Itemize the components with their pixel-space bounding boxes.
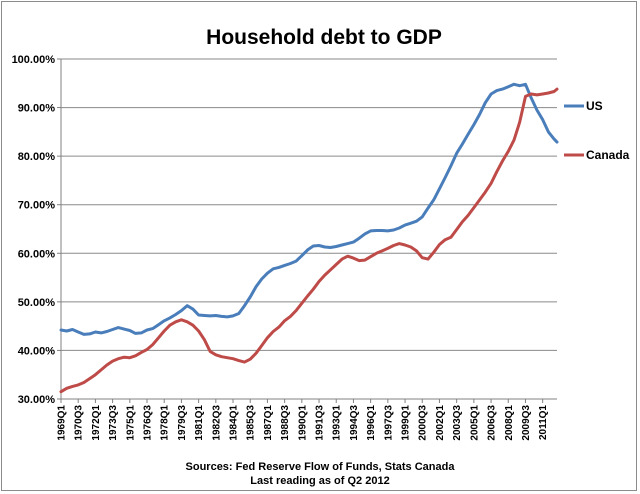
x-tick-label: 1981Q1 [194, 405, 205, 441]
x-tick-label: 2008Q1 [504, 405, 515, 441]
y-tick-label: 30.00% [18, 394, 56, 406]
y-tick-label: 40.00% [18, 345, 56, 357]
source-note: Sources: Fed Reserve Flow of Funds, Stat… [186, 461, 456, 473]
x-tick-label: 1978Q1 [160, 405, 171, 441]
series-lines [59, 82, 559, 394]
x-tick-label: 1994Q3 [349, 405, 360, 441]
legend: US Canada [564, 99, 630, 162]
x-tick-label: 1987Q1 [263, 405, 274, 441]
x-tick-label: 2005Q1 [469, 405, 480, 441]
x-tick-label: 1985Q3 [246, 405, 257, 441]
y-tick-label: 70.00% [18, 200, 56, 212]
series-line-us [59, 82, 559, 336]
x-tick-label: 1970Q3 [74, 405, 85, 441]
x-tick-label: 1988Q3 [280, 405, 291, 441]
x-tick-label: 2006Q3 [487, 405, 498, 441]
y-tick-label: 90.00% [18, 103, 56, 115]
x-tick-label: 1996Q1 [366, 405, 377, 441]
y-tick-label: 80.00% [18, 151, 56, 163]
x-tick-label: 2000Q3 [418, 405, 429, 441]
y-tick-label: 60.00% [18, 248, 56, 260]
x-axis-ticks: 1969Q1 1970Q3 1972Q1 1973Q3 1975Q1 1976Q3 1978… [57, 399, 549, 441]
x-tick-label: 1972Q1 [91, 405, 102, 441]
x-tick-label: 1991Q3 [315, 405, 326, 441]
x-tick-label: 1979Q3 [177, 405, 188, 441]
x-tick-label: 1973Q3 [108, 405, 119, 441]
x-tick-label: 1976Q3 [143, 405, 154, 441]
x-tick-label: 1975Q1 [125, 405, 136, 441]
y-tick-label: 50.00% [18, 297, 56, 309]
y-axis-ticks: 30.00% 40.00% 50.00% 60.00% 70.00% 80.00% 90.0… [12, 54, 61, 406]
x-tick-label: 1984Q1 [229, 405, 240, 441]
x-tick-label: 1982Q3 [211, 405, 222, 441]
x-tick-label: 1993Q1 [332, 405, 343, 441]
x-tick-label: 1999Q1 [401, 405, 412, 441]
chart-title: Household debt to GDP [206, 26, 442, 49]
grid-lines [61, 58, 557, 351]
legend-label-us: US [586, 99, 603, 113]
y-tick-label: 100.00% [12, 54, 56, 66]
x-tick-label: 2003Q3 [452, 405, 463, 441]
x-tick-label: 2009Q3 [521, 405, 532, 441]
legend-label-canada: Canada [586, 148, 630, 162]
x-tick-label: 2011Q1 [538, 405, 549, 440]
x-tick-label: 1969Q1 [57, 405, 68, 441]
x-tick-label: 2002Q1 [435, 405, 446, 441]
last-reading-note: Last reading as of Q2 2012 [250, 475, 389, 487]
x-tick-label: 1990Q1 [297, 405, 308, 441]
x-tick-label: 1997Q3 [383, 405, 394, 441]
series-line-canada [59, 87, 559, 394]
